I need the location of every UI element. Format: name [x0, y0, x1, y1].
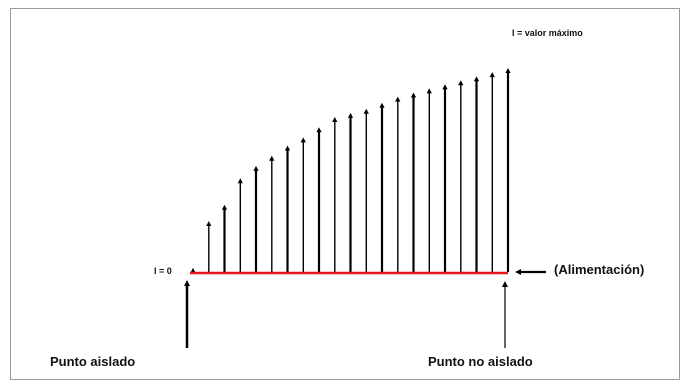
current-arrow-head — [458, 80, 464, 86]
current-arrow-head — [473, 76, 480, 82]
zero-current-label: I = 0 — [154, 266, 172, 276]
current-arrow-head — [221, 204, 228, 210]
current-arrow-head — [410, 92, 417, 98]
current-arrow-head — [253, 165, 259, 171]
current-arrow-head — [363, 108, 369, 114]
current-arrow-head — [269, 155, 275, 161]
current-arrow-head — [379, 102, 385, 108]
current-arrows — [190, 68, 511, 273]
current-arrow-head — [284, 145, 291, 151]
current-arrow-head — [395, 96, 401, 102]
current-arrow-head — [237, 178, 243, 184]
feed-label: (Alimentación) — [554, 262, 645, 277]
diagram-frame — [10, 8, 680, 380]
current-arrow-head — [300, 137, 306, 143]
current-arrow-head — [316, 127, 322, 133]
current-arrow-head — [489, 72, 495, 78]
current-arrow-head — [206, 221, 212, 226]
current-arrow-head — [442, 84, 448, 90]
current-arrow-head — [347, 112, 354, 118]
max-current-label: I = valor máximo — [512, 28, 583, 38]
isolated-point-label: Punto aislado — [50, 354, 136, 369]
current-arrow-head — [190, 267, 196, 273]
not-isolated-point-label: Punto no aislado — [428, 354, 533, 369]
current-arrow-head — [505, 68, 511, 73]
current-arrow-head — [426, 88, 432, 94]
current-arrow-head — [332, 117, 338, 122]
